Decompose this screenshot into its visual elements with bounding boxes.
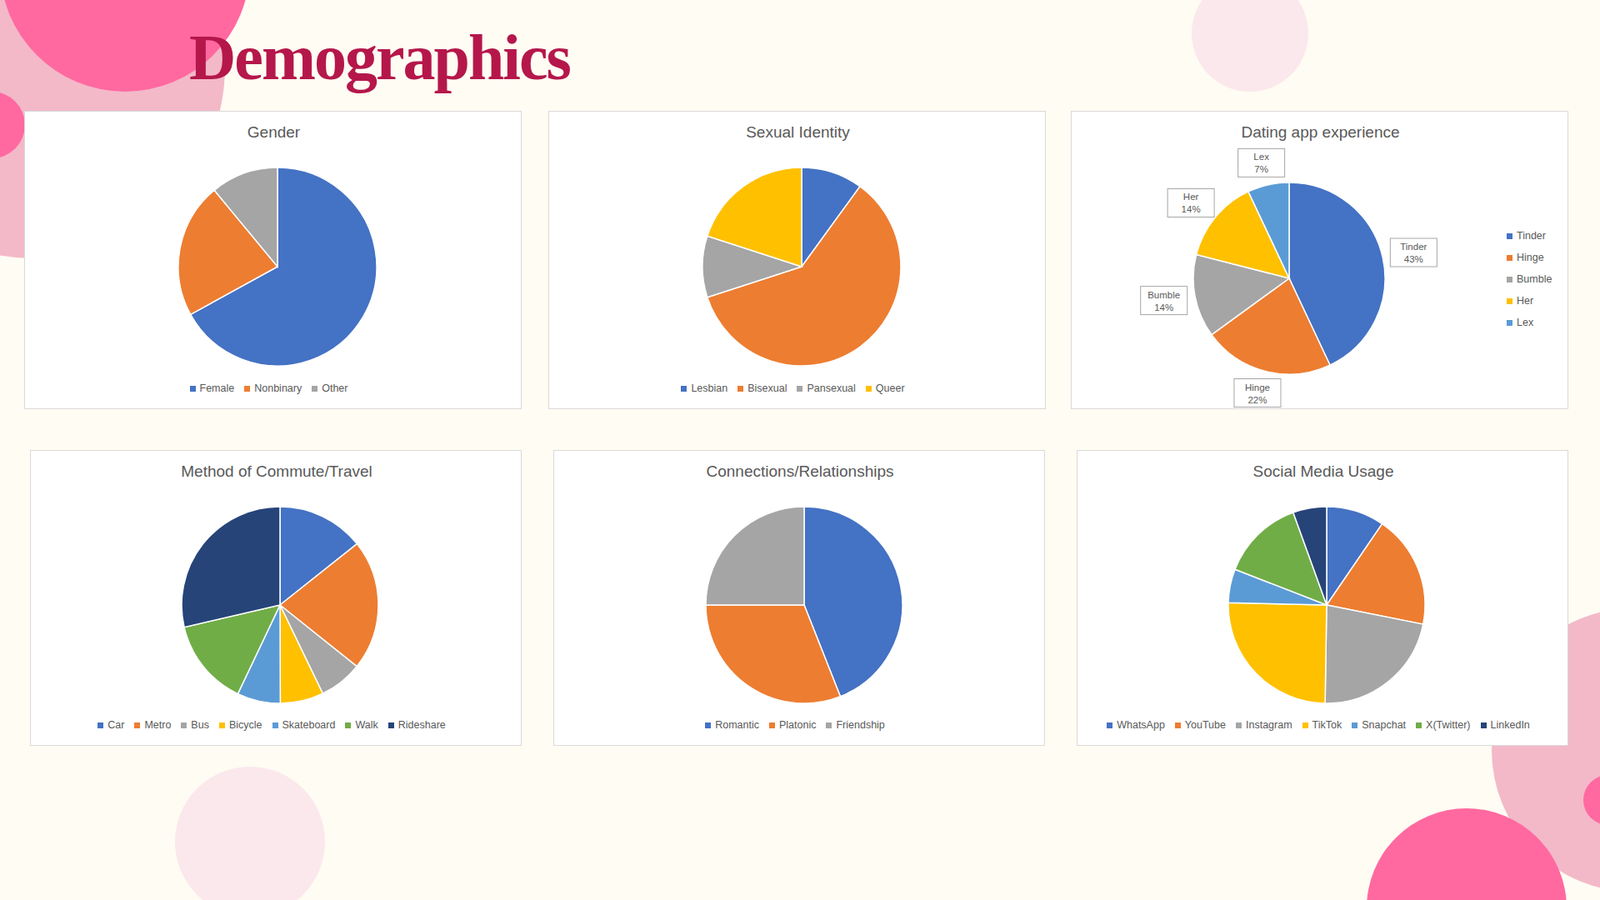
svg-text:Lex: Lex — [1253, 151, 1270, 162]
html-text:Method of Commute/Travel: Method of Commute/Travel — [181, 462, 373, 480]
html-text:TikTok: TikTok — [1312, 719, 1342, 731]
html-text:Walk: Walk — [355, 719, 379, 731]
html-text:Platonic: Platonic — [779, 719, 817, 731]
html-text:Her: Her — [1516, 295, 1534, 307]
html-text:Hinge: Hinge — [1516, 251, 1544, 264]
svg-text:Tinder: Tinder — [1400, 241, 1427, 252]
html-text:LinkedIn: LinkedIn — [1490, 719, 1530, 731]
html-text:Bus: Bus — [191, 719, 210, 731]
html-text:Lex: Lex — [1516, 316, 1534, 329]
html-text:Connections/Relationships: Connections/Relationships — [706, 462, 894, 480]
html-text:Bumble: Bumble — [1516, 273, 1552, 285]
svg-text:43%: 43% — [1404, 254, 1424, 265]
html-text:Bicycle: Bicycle — [229, 719, 263, 731]
html-text:Tinder: Tinder — [1516, 230, 1546, 242]
html-text:Nonbinary: Nonbinary — [254, 382, 302, 395]
html-text:YouTube: YouTube — [1184, 719, 1226, 731]
svg-text:7%: 7% — [1254, 164, 1269, 175]
html-text:Skateboard: Skateboard — [282, 719, 336, 731]
html-text:Social Media Usage: Social Media Usage — [1252, 462, 1394, 480]
html-text:Gender: Gender — [247, 123, 301, 141]
svg-text:Bumble: Bumble — [1147, 290, 1180, 300]
html-text:Dating app experience: Dating app experience — [1241, 123, 1400, 141]
svg-text:Her: Her — [1183, 191, 1200, 202]
svg-text:Hinge: Hinge — [1245, 382, 1270, 393]
html-text:Snapchat: Snapchat — [1361, 719, 1406, 731]
html-text:WhatsApp: WhatsApp — [1116, 719, 1165, 731]
html-text:Other: Other — [321, 382, 348, 395]
html-text:Rideshare: Rideshare — [398, 719, 446, 731]
html-text:Bisexual: Bisexual — [747, 382, 788, 395]
html-text:Car: Car — [107, 719, 125, 731]
html-text:Queer: Queer — [875, 382, 905, 395]
html-text:Demographics: Demographics — [189, 20, 570, 94]
html-text:Friendship: Friendship — [836, 719, 885, 731]
html-text:Instagram: Instagram — [1245, 719, 1293, 731]
html-text:Metro: Metro — [144, 719, 172, 731]
svg-text:14%: 14% — [1154, 302, 1174, 313]
html-text:Pansexual: Pansexual — [807, 382, 856, 395]
html-text:X(Twitter): X(Twitter) — [1425, 719, 1471, 731]
svg-text:22%: 22% — [1247, 395, 1267, 405]
html-text:Female: Female — [199, 382, 235, 395]
svg-text:14%: 14% — [1181, 204, 1201, 215]
html-text:Sexual Identity: Sexual Identity — [746, 123, 850, 141]
html-text:Romantic: Romantic — [715, 719, 760, 731]
html-text:Lesbian: Lesbian — [691, 382, 728, 395]
